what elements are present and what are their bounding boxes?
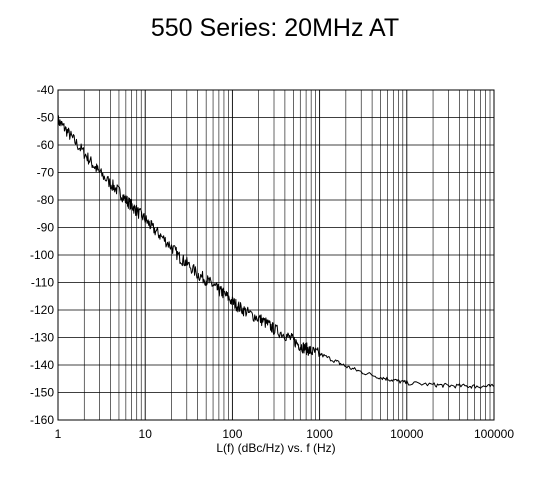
y-tick-label: -150 xyxy=(30,386,54,400)
grid-layer xyxy=(57,89,494,421)
x-axis-title: L(f) (dBc/Hz) vs. f (Hz) xyxy=(216,441,335,455)
y-tick-label: -140 xyxy=(30,358,54,372)
y-tick-label: -60 xyxy=(37,138,55,152)
chart-title: 550 Series: 20MHz AT xyxy=(150,14,400,42)
y-tick-label: -110 xyxy=(31,276,54,290)
x-tick-label: 100000 xyxy=(474,427,514,441)
y-tick-label: -160 xyxy=(30,413,54,427)
y-tick-label: -100 xyxy=(30,248,54,262)
y-tick-label: -50 xyxy=(37,111,55,125)
x-tick-label: 100 xyxy=(222,427,242,441)
x-tick-label: 1 xyxy=(55,427,62,441)
x-tick-label: 10000 xyxy=(390,427,424,441)
series-layer xyxy=(57,115,495,389)
y-tick-label: -130 xyxy=(30,331,54,345)
y-tick-label: -70 xyxy=(37,166,55,180)
plot-frame xyxy=(57,89,495,421)
y-tick-label: -120 xyxy=(30,303,54,317)
x-tick-label: 10 xyxy=(139,427,153,441)
y-tick-label: -90 xyxy=(37,221,55,235)
y-tick-label: -80 xyxy=(37,193,55,207)
tick-labels: 1 10 100 1000 10000 100000 -40 -50 -60 -70 -80 -90 -… xyxy=(30,83,514,441)
phase-noise-series-line xyxy=(57,115,495,389)
x-tick-label: 1000 xyxy=(306,427,333,441)
y-tick-label: -40 xyxy=(37,83,55,97)
